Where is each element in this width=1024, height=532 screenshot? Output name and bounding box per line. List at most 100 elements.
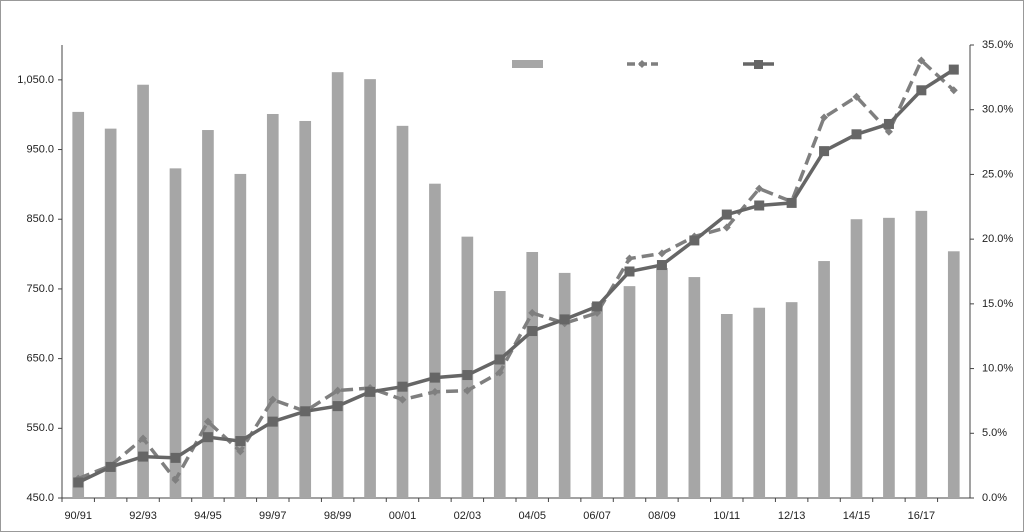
square-marker [883, 118, 894, 129]
bar [299, 120, 312, 499]
square-marker [656, 260, 667, 271]
diamond-marker [463, 386, 472, 395]
bar [818, 261, 830, 498]
bar [526, 251, 539, 498]
square-marker [300, 406, 311, 417]
square-marker [624, 266, 635, 277]
diamond-marker [268, 395, 277, 404]
diamond-marker [625, 254, 634, 263]
bar [753, 307, 766, 498]
square-marker [559, 314, 570, 325]
bar [429, 183, 441, 499]
diamond-marker [722, 223, 731, 232]
bar [137, 84, 149, 499]
x-tick-label: 08/09 [648, 510, 676, 522]
diamond-marker [171, 475, 180, 484]
diamond-marker [528, 308, 537, 317]
x-tick-label: 12/13 [778, 510, 806, 522]
square-marker [138, 451, 149, 462]
square-marker [916, 85, 927, 96]
diamond-marker [398, 395, 407, 404]
y-tick-label: 650.0 [26, 353, 54, 365]
y2-tick-label: 25.0% [982, 168, 1013, 180]
square-marker [462, 370, 473, 381]
diamond-marker [236, 447, 245, 456]
x-tick-label: 94/95 [194, 510, 222, 522]
y-tick-label: 850.0 [26, 213, 54, 225]
y2-tick-label: 30.0% [982, 104, 1013, 116]
bar [915, 210, 928, 499]
y2-tick-label: 0.0% [982, 492, 1007, 504]
bar [104, 128, 117, 498]
diamond-marker [949, 86, 958, 95]
square-marker [948, 64, 959, 75]
square-marker [365, 386, 376, 397]
y-tick-label: 1,050.0 [17, 74, 54, 86]
bar [72, 111, 85, 499]
y-tick-label: 550.0 [26, 422, 54, 434]
square-marker [332, 401, 343, 412]
diamond-marker [333, 386, 342, 395]
bar [266, 113, 279, 498]
bar [234, 173, 247, 498]
bar [396, 125, 409, 498]
y-tick-label: 450.0 [26, 492, 54, 504]
square-marker [73, 477, 84, 488]
square-marker [721, 209, 732, 220]
bar [785, 302, 798, 498]
bar [493, 291, 506, 498]
line [77, 68, 955, 485]
diamond-marker [430, 387, 439, 396]
x-tick-label: 00/01 [389, 510, 417, 522]
y2-tick-label: 5.0% [982, 427, 1007, 439]
y2-tick-label: 10.0% [982, 362, 1013, 374]
square-marker [494, 354, 505, 365]
square-marker [235, 436, 246, 447]
x-tick-label: 06/07 [583, 510, 611, 522]
diamond-marker [820, 113, 829, 122]
bar [591, 302, 603, 498]
bar [169, 168, 182, 498]
bar [850, 219, 863, 498]
diamond-marker [852, 92, 861, 101]
x-tick-label: 90/91 [64, 510, 92, 522]
x-tick-label: 99/97 [259, 510, 287, 522]
diamond-marker [495, 368, 504, 377]
bar [688, 277, 701, 498]
legend-marker [638, 60, 646, 68]
square-marker [754, 200, 765, 211]
bar [331, 72, 344, 499]
x-tick-label: 92/93 [129, 510, 157, 522]
square-marker [819, 146, 830, 157]
bar [364, 79, 376, 498]
diamond-marker [657, 249, 666, 258]
diamond-marker [139, 434, 148, 443]
diamond-marker [884, 127, 893, 136]
y-tick-label: 950.0 [26, 143, 54, 155]
legend-swatch [512, 60, 543, 68]
square-marker [105, 461, 116, 472]
bar [883, 217, 895, 499]
square-marker [397, 381, 408, 392]
bar [947, 251, 960, 498]
square-marker [851, 129, 862, 140]
legend-marker [754, 60, 763, 69]
bar [202, 130, 214, 499]
x-tick-label: 10/11 [713, 510, 740, 522]
y2-tick-label: 20.0% [982, 233, 1013, 245]
square-marker [170, 452, 181, 463]
square-marker [689, 235, 700, 246]
bar [656, 268, 668, 498]
x-tick-label: 04/05 [518, 510, 546, 522]
y-tick-label: 750.0 [26, 283, 54, 295]
square-marker [527, 326, 538, 337]
diamond-marker [203, 417, 212, 426]
x-tick-label: 16/17 [908, 510, 936, 522]
square-marker [592, 301, 603, 312]
bar [558, 272, 571, 498]
bar [461, 236, 474, 498]
y2-tick-label: 15.0% [982, 298, 1013, 310]
diamond-marker [755, 184, 764, 193]
